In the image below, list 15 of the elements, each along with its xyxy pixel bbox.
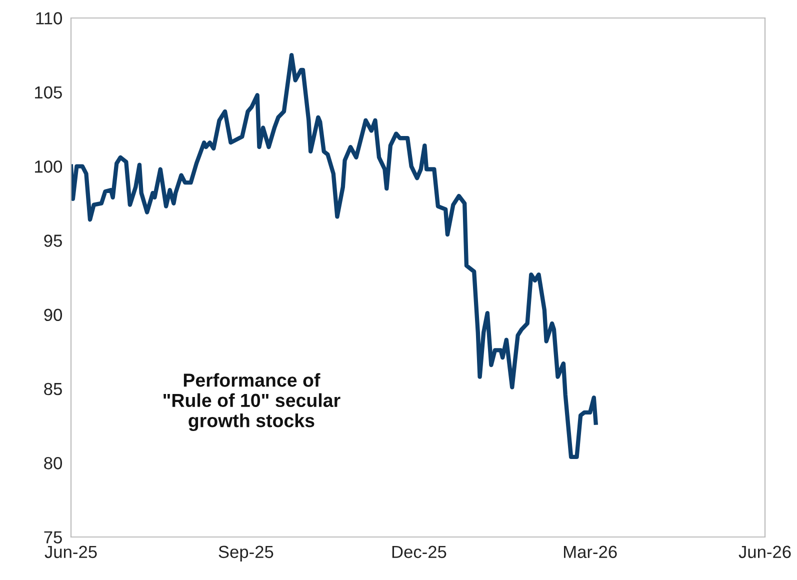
x-tick-label: Jun-26	[738, 546, 791, 558]
y-tick-label: 80	[44, 457, 62, 470]
x-tick-label: Jun-25	[44, 546, 97, 558]
y-tick-label: 90	[44, 308, 62, 322]
y-tick-label: 100	[35, 160, 62, 173]
annotation: Performance of "Rule of 10" secular growth stocks	[164, 373, 340, 432]
y-tick-label: 95	[44, 234, 62, 247]
y-tick-label: 105	[35, 86, 62, 99]
x-tick-label: Mar-26	[564, 546, 617, 558]
x-tick-label: Dec-25	[392, 546, 446, 558]
y-tick-label: 85	[44, 382, 62, 396]
y-tick-label: 110	[36, 12, 62, 24]
y-tick-label: 75	[44, 531, 62, 544]
line-series	[71, 52, 598, 460]
x-tick-label: Sep-25	[218, 546, 274, 562]
